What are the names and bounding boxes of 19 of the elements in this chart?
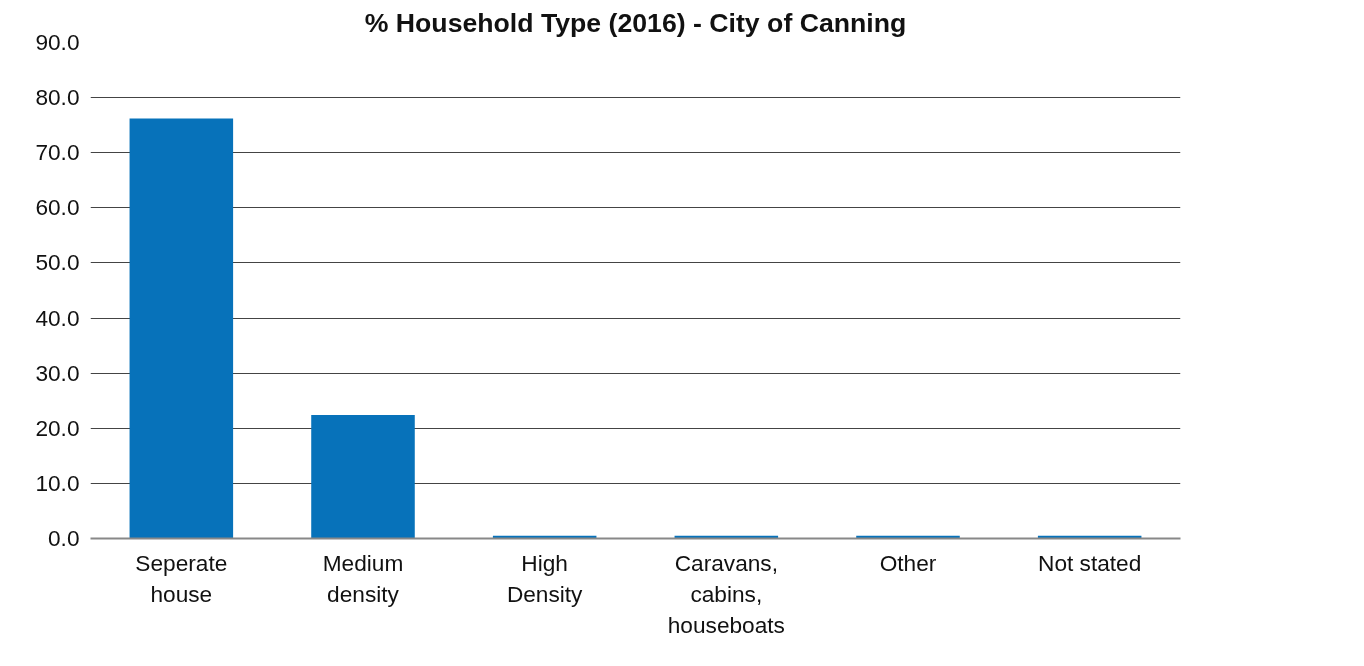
- y-tick-label: 60.0: [35, 194, 80, 221]
- chart-title: % Household Type (2016) - City of Canning: [364, 7, 907, 38]
- y-tick-label: 80.0: [35, 84, 80, 111]
- x-tick-label: Medium density: [322, 549, 404, 607]
- y-tick-label: 70.0: [35, 139, 80, 166]
- x-tick-label: Other: [879, 549, 937, 576]
- y-tick-label: 30.0: [35, 359, 80, 386]
- x-tick-label: High Density: [506, 549, 584, 607]
- x-tick-label: Caravans, cabins, houseboats: [667, 549, 785, 638]
- bar: [311, 415, 415, 539]
- y-tick-label: 50.0: [35, 249, 80, 276]
- y-tick-label: 20.0: [35, 414, 80, 441]
- y-tick-label: 90.0: [35, 29, 80, 55]
- x-tick-label: Not stated: [1038, 549, 1142, 576]
- y-tick-label: 10.0: [35, 469, 80, 496]
- bar: [129, 118, 234, 539]
- y-tick-label: 40.0: [35, 304, 80, 331]
- y-tick-label: 0.0: [48, 525, 80, 551]
- x-tick-label: Seperate house: [135, 549, 228, 607]
